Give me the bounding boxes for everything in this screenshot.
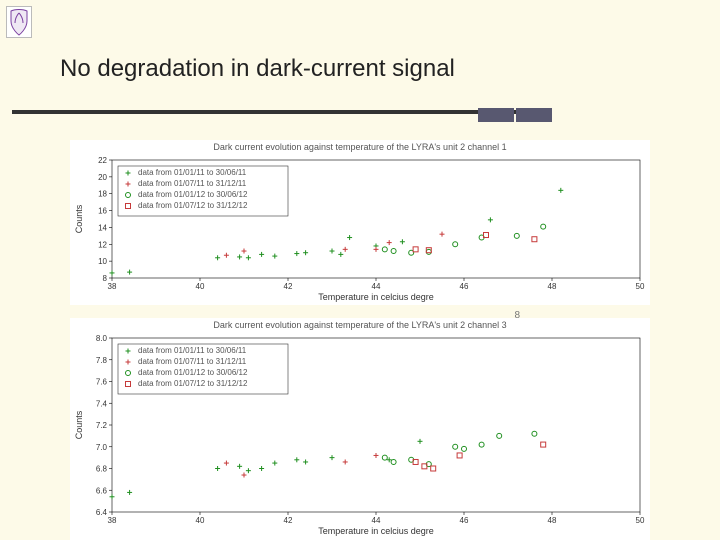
svg-text:20: 20 bbox=[98, 173, 107, 182]
logo-icon bbox=[6, 6, 32, 38]
svg-text:data from 01/01/11 to 30/06/11: data from 01/01/11 to 30/06/11 bbox=[138, 168, 247, 177]
chart-1-plot: 38 40 42 44 46 48 50 8 10 12 14 16 18 20 22 Temperature… bbox=[70, 154, 650, 304]
svg-text:46: 46 bbox=[460, 516, 469, 525]
svg-text:50: 50 bbox=[636, 516, 645, 525]
legend: data from 01/01/11 to 30/06/11 data from … bbox=[118, 344, 288, 394]
legend: data from 01/01/11 to 30/06/11 data from … bbox=[118, 166, 288, 216]
svg-text:Temperature in celcius degre: Temperature in celcius degre bbox=[318, 292, 434, 302]
svg-text:22: 22 bbox=[98, 156, 107, 165]
chart-2-title: Dark current evolution against temperatu… bbox=[70, 318, 650, 332]
svg-text:7.0: 7.0 bbox=[96, 443, 108, 452]
chart-1-title: Dark current evolution against temperatu… bbox=[70, 140, 650, 154]
svg-text:42: 42 bbox=[284, 516, 293, 525]
svg-text:data from 01/01/11 to 30/06/11: data from 01/01/11 to 30/06/11 bbox=[138, 346, 247, 355]
svg-text:48: 48 bbox=[548, 516, 557, 525]
title-rule-accent-2 bbox=[516, 108, 552, 122]
chart-1-wrap: Dark current evolution against temperatu… bbox=[70, 140, 650, 305]
svg-text:12: 12 bbox=[98, 240, 107, 249]
svg-text:42: 42 bbox=[284, 282, 293, 291]
svg-text:40: 40 bbox=[196, 516, 205, 525]
svg-text:50: 50 bbox=[636, 282, 645, 291]
svg-text:7.8: 7.8 bbox=[96, 356, 108, 365]
page-title: No degradation in dark-current signal bbox=[60, 55, 455, 83]
svg-text:data from 01/07/12 to 31/12/12: data from 01/07/12 to 31/12/12 bbox=[138, 201, 248, 210]
svg-text:40: 40 bbox=[196, 282, 205, 291]
svg-text:data from 01/01/12 to 30/06/12: data from 01/01/12 to 30/06/12 bbox=[138, 368, 248, 377]
title-rule bbox=[12, 110, 552, 114]
svg-text:Counts: Counts bbox=[74, 204, 84, 233]
svg-text:18: 18 bbox=[98, 190, 107, 199]
svg-text:38: 38 bbox=[108, 282, 117, 291]
svg-text:data from 01/07/12 to 31/12/12: data from 01/07/12 to 31/12/12 bbox=[138, 379, 248, 388]
title-rule-accent bbox=[478, 108, 514, 122]
svg-text:7.2: 7.2 bbox=[96, 421, 108, 430]
svg-text:10: 10 bbox=[98, 257, 107, 266]
svg-text:Temperature in celcius degre: Temperature in celcius degre bbox=[318, 526, 434, 536]
svg-text:6.4: 6.4 bbox=[96, 508, 108, 517]
svg-text:6.6: 6.6 bbox=[96, 486, 108, 495]
svg-text:7.6: 7.6 bbox=[96, 378, 108, 387]
svg-text:46: 46 bbox=[460, 282, 469, 291]
svg-text:48: 48 bbox=[548, 282, 557, 291]
svg-text:16: 16 bbox=[98, 207, 107, 216]
svg-text:8.0: 8.0 bbox=[96, 334, 108, 343]
svg-text:38: 38 bbox=[108, 516, 117, 525]
svg-text:data from 01/07/11 to 31/12/11: data from 01/07/11 to 31/12/11 bbox=[138, 179, 247, 188]
svg-text:44: 44 bbox=[372, 516, 381, 525]
svg-text:Counts: Counts bbox=[74, 410, 84, 439]
chart-2-plot: 38 40 42 44 46 48 50 6.4 6.6 6.8 7.0 7.2 7.4 7.6 7.8 8.… bbox=[70, 332, 650, 538]
svg-text:8: 8 bbox=[103, 274, 108, 283]
svg-text:data from 01/01/12 to 30/06/12: data from 01/01/12 to 30/06/12 bbox=[138, 190, 248, 199]
svg-text:14: 14 bbox=[98, 223, 107, 232]
svg-text:7.4: 7.4 bbox=[96, 399, 108, 408]
chart-2-wrap: Dark current evolution against temperatu… bbox=[70, 318, 650, 540]
svg-text:6.8: 6.8 bbox=[96, 465, 108, 474]
svg-text:44: 44 bbox=[372, 282, 381, 291]
svg-text:data from 01/07/11 to 31/12/11: data from 01/07/11 to 31/12/11 bbox=[138, 357, 247, 366]
